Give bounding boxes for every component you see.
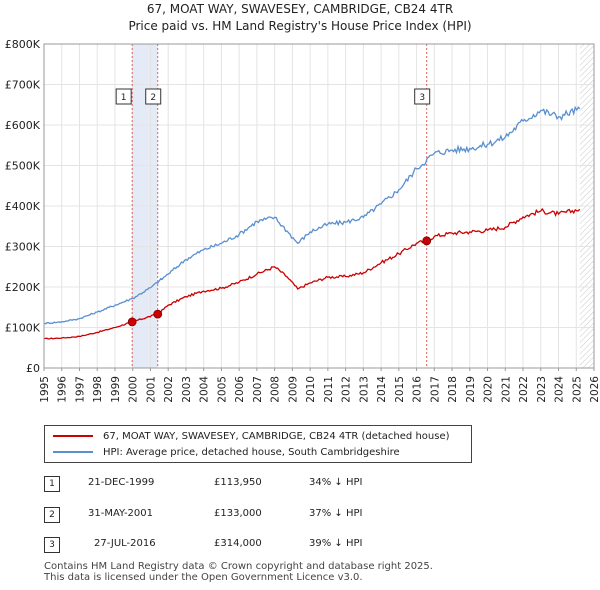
transaction-hpi: 34% ↓ HPI: [309, 477, 363, 488]
x-tick-label: 2007: [252, 376, 264, 403]
sale-label-box: [414, 88, 431, 105]
x-tick-label: 2010: [305, 376, 317, 403]
y-tick-label: £600K: [5, 119, 41, 132]
x-tick-label: 2019: [465, 376, 477, 403]
price-chart: £0 £100K £200K £300K £400K £500K £600K £700K £80…: [5, 38, 600, 403]
axes: £0 £100K £200K £300K £400K £500K £600K £700K £80…: [5, 38, 600, 403]
x-tick-label: 2024: [554, 376, 566, 403]
footer-license: This data is licensed under the Open Gov…: [44, 572, 363, 583]
x-tick-label: 2011: [323, 376, 335, 403]
x-tick-label: 2016: [412, 376, 424, 403]
y-tick-label: £500K: [5, 160, 41, 173]
x-tick-label: 2014: [376, 376, 388, 403]
y-tick-label: £300K: [5, 241, 41, 254]
legend-item-hpi: HPI: Average price, detached house, Sout…: [53, 445, 400, 459]
x-tick-label: 2001: [145, 376, 157, 403]
footer-copyright: Contains HM Land Registry data © Crown c…: [44, 561, 433, 572]
legend-item-property: 67, MOAT WAY, SWAVESEY, CAMBRIDGE, CB24 …: [53, 429, 450, 443]
plot-frame: [43, 43, 595, 369]
transaction-number: 3: [44, 537, 60, 553]
sale-label-number: 1: [121, 93, 127, 103]
transaction-date: 31-MAY-2001: [88, 508, 154, 519]
sale-labels: 1 2 3: [115, 88, 431, 105]
x-tick-label: 1998: [92, 376, 104, 403]
transaction-number: 1: [44, 476, 60, 492]
x-tick-label: 1996: [57, 376, 69, 403]
transaction-price: £113,950: [214, 477, 262, 488]
transaction-hpi: 37% ↓ HPI: [309, 508, 363, 519]
transaction-price: £133,000: [214, 508, 262, 519]
x-tick-label: 2025: [571, 376, 583, 403]
transaction-price: £314,000: [214, 538, 262, 549]
legend-swatch-hpi: [53, 451, 93, 453]
chart-title: 67, MOAT WAY, SWAVESEY, CAMBRIDGE, CB24 …: [146, 2, 454, 16]
y-tick-label: £800K: [5, 38, 41, 51]
footer: Contains HM Land Registry data © Crown c…: [44, 561, 433, 583]
transaction-date: 27-JUL-2016: [94, 538, 156, 549]
legend-label-hpi: HPI: Average price, detached house, Sout…: [103, 446, 400, 458]
x-tick-label: 2009: [287, 376, 299, 403]
x-tick-label: 2008: [270, 376, 282, 403]
y-tick-label: £100K: [5, 322, 41, 335]
x-tick-label: 2015: [394, 376, 406, 403]
legend-swatch-property: [53, 435, 93, 437]
sale-point: [422, 236, 432, 246]
transaction-date: 21-DEC-1999: [88, 477, 155, 488]
x-tick-label: 2003: [181, 376, 193, 403]
x-tick-label: 2002: [163, 376, 175, 403]
sale-points: [127, 236, 432, 327]
chart-subtitle: Price paid vs. HM Land Registry's House …: [128, 19, 472, 33]
sale-label-number: 3: [419, 93, 425, 103]
x-tick-label: 2017: [429, 376, 441, 403]
x-tick-label: 2013: [358, 376, 370, 403]
x-tick-label: 2021: [500, 376, 512, 403]
x-tick-label: 2000: [128, 376, 140, 403]
sale-point: [153, 309, 163, 319]
sale-label-box: [145, 88, 162, 105]
x-tick-label: 2006: [234, 376, 246, 403]
x-tick-label: 2023: [536, 376, 548, 403]
x-tick-label: 2020: [483, 376, 495, 403]
x-tick-label: 1997: [74, 376, 86, 403]
x-tick-label: 2012: [341, 376, 353, 403]
x-tick-label: 1995: [39, 376, 51, 403]
y-tick-label: £200K: [5, 281, 41, 294]
x-tick-label: 1999: [110, 376, 122, 403]
x-tick-label: 2026: [589, 376, 600, 403]
legend: 67, MOAT WAY, SWAVESEY, CAMBRIDGE, CB24 …: [44, 425, 472, 463]
transaction-hpi: 39% ↓ HPI: [309, 538, 363, 549]
legend-label-property: 67, MOAT WAY, SWAVESEY, CAMBRIDGE, CB24 …: [103, 430, 450, 442]
transaction-number: 2: [44, 507, 60, 523]
y-tick-label: £400K: [5, 200, 41, 213]
sale-label-box: [115, 88, 132, 105]
series-line-hpi: [43, 105, 581, 325]
y-tick-label: £700K: [5, 79, 41, 92]
y-tick-label: £0: [26, 362, 40, 375]
x-tick-label: 2018: [447, 376, 459, 403]
x-tick-label: 2004: [199, 376, 211, 403]
x-tick-label: 2022: [518, 376, 530, 403]
x-tick-label: 2005: [216, 376, 228, 403]
sale-label-number: 2: [150, 93, 156, 103]
sale-point: [127, 317, 137, 327]
